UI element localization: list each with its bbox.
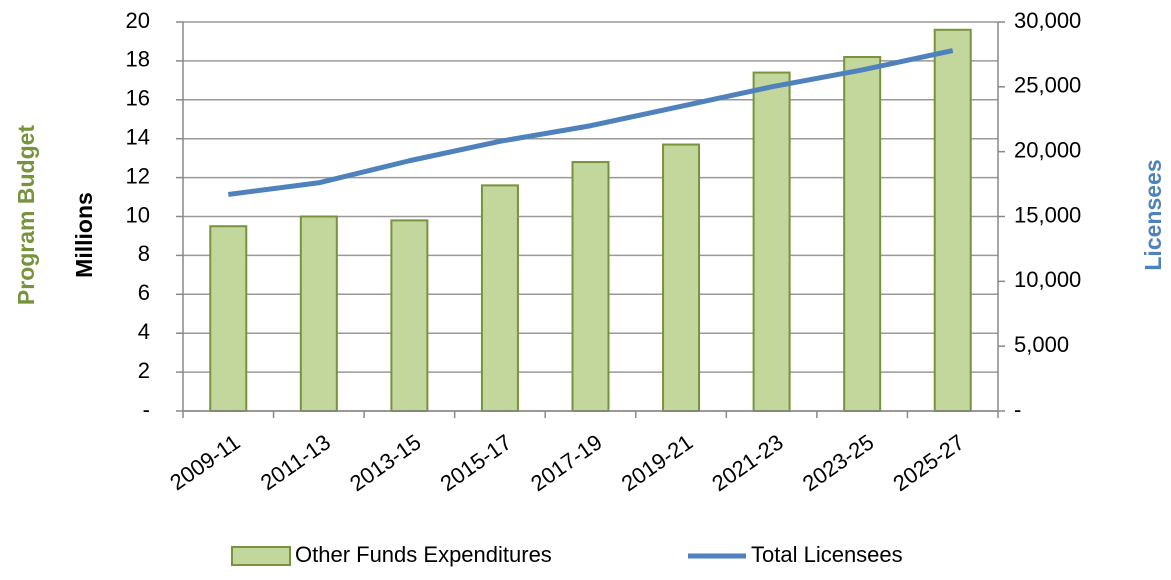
y2-tick-label: 5,000 <box>1014 332 1069 357</box>
y-tick-label: 4 <box>138 319 150 344</box>
y-axis-units: Millions <box>71 192 97 278</box>
line <box>227 48 954 197</box>
bar <box>480 184 519 412</box>
x-tick-label: 2015-17 <box>436 429 516 496</box>
x-tick-label: 2017-19 <box>526 429 606 496</box>
x-tick-label: 2009-11 <box>165 429 244 495</box>
y-tick-label: 10 <box>126 202 150 227</box>
x-tick-label: 2013-15 <box>345 429 425 496</box>
bar <box>299 215 338 412</box>
y2-tick-label: 30,000 <box>1014 8 1081 33</box>
x-tick-label: 2019-21 <box>617 429 697 496</box>
y2-tick-label: 20,000 <box>1014 137 1081 162</box>
bar <box>662 143 701 412</box>
y-tick-label: 14 <box>126 125 150 150</box>
bar <box>390 219 429 412</box>
legend-label: Total Licensees <box>751 542 903 567</box>
bar <box>933 28 972 413</box>
y2-tick-label: - <box>1014 397 1021 422</box>
legend-swatch <box>231 546 291 566</box>
y-tick-label: 16 <box>126 86 150 111</box>
y-tick-label: 20 <box>126 8 150 33</box>
bar <box>571 161 610 412</box>
legend-label: Other Funds Expenditures <box>295 542 552 567</box>
y-tick-label: 2 <box>138 358 150 383</box>
y-tick-label: - <box>143 397 150 422</box>
x-tick-label: 2011-13 <box>256 429 335 495</box>
x-tick-label: 2025-27 <box>888 429 968 496</box>
y2-tick-label: 15,000 <box>1014 202 1081 227</box>
y-tick-label: 18 <box>126 47 150 72</box>
x-tick-label: 2023-25 <box>798 429 878 496</box>
x-tick-label: 2021-23 <box>707 429 787 496</box>
y-tick-label: 8 <box>138 241 150 266</box>
bar <box>843 56 882 412</box>
y-tick-label: 6 <box>138 280 150 305</box>
bar <box>209 225 248 412</box>
y-tick-label: 12 <box>126 163 150 188</box>
bar <box>752 71 791 412</box>
y-axis-title: Program Budget <box>13 125 39 306</box>
y2-tick-label: 25,000 <box>1014 73 1081 98</box>
y2-tick-label: 10,000 <box>1014 267 1081 292</box>
y2-axis-title: Licensees <box>1140 159 1166 270</box>
